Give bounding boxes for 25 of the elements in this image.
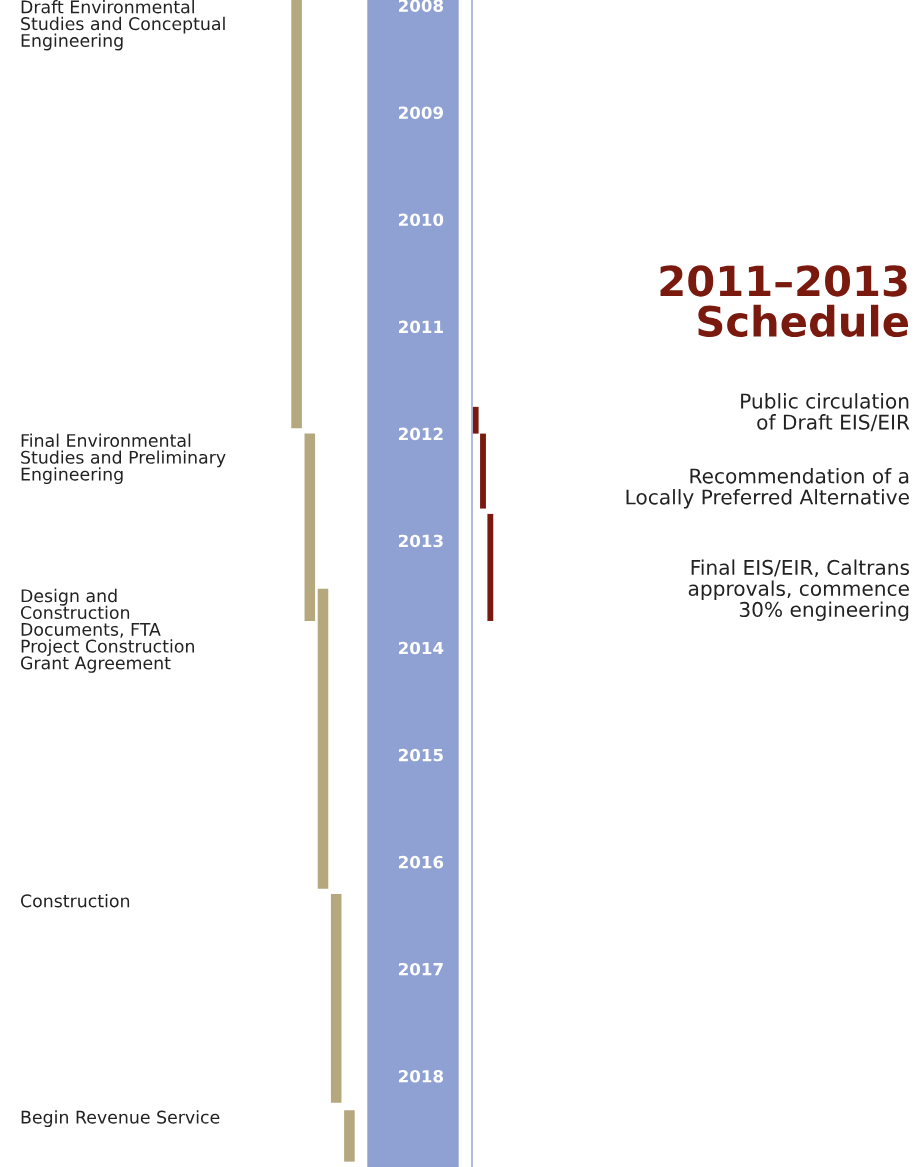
y-tick-label: 2012 <box>398 427 443 441</box>
bar <box>330 893 342 1103</box>
y-tick-label: 2008 <box>398 0 444 12</box>
y-tick-label: 2018 <box>398 1069 444 1083</box>
text: Recommendation of a Locally Preferred Alternative <box>626 468 909 509</box>
text: Final Environmental Studies and Preliminary Engineering <box>21 433 226 485</box>
y-tick-label: 2014 <box>398 641 444 655</box>
text: Design and Construction Documents, FTA Project Construction Grant Agreement <box>20 588 194 673</box>
y-tick-label: 2013 <box>398 534 443 548</box>
y-tick-label: 2015 <box>398 748 443 762</box>
text: Begin Revenue Service <box>21 1110 220 1128</box>
y-tick-label: 2017 <box>398 962 443 976</box>
bar <box>291 0 302 429</box>
y-tick-label: 2011 <box>398 320 443 334</box>
y-tick-label: 2009 <box>398 106 443 119</box>
text: Public circulation of Draft EIS/EIR <box>741 393 910 432</box>
bar <box>344 1110 355 1162</box>
bar <box>317 588 329 889</box>
y-tick-label: 2016 <box>398 855 444 869</box>
text: 2011–2013 Schedule <box>660 265 908 338</box>
bar <box>304 433 316 621</box>
y-tick-label: 2010 <box>398 213 444 227</box>
text: Final EIS/EIR, Caltrans approvals, commence 30% engineering <box>688 559 910 621</box>
text: Construction <box>20 893 130 908</box>
text: Draft Environmental Studies and Conceptual Engineering <box>21 0 225 51</box>
